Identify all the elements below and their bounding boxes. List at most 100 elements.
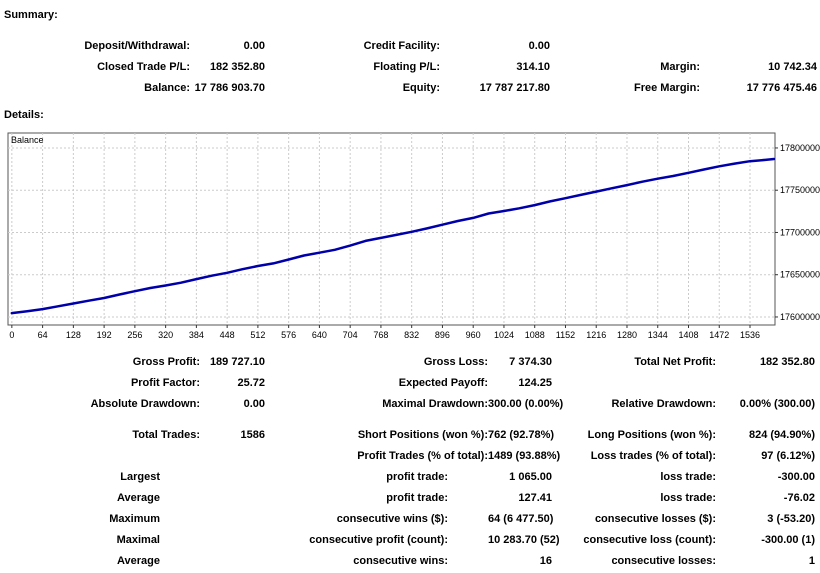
stat-value (700, 36, 817, 57)
stat-value: 0.00% (300.00) (739, 398, 815, 410)
balance-chart: 17600000 17650000 17700000 17750000 17800000… (0, 128, 820, 343)
svg-text:704: 704 (343, 330, 358, 340)
stat-value: 1 (808, 555, 815, 567)
svg-text:576: 576 (281, 330, 296, 340)
stat-label: loss trade: (660, 471, 716, 483)
summary-row: Closed Trade P/L: 182 352.80 Floating P/… (0, 57, 820, 78)
stat-value (200, 488, 265, 509)
svg-text:17650000: 17650000 (780, 270, 820, 280)
stat-label: consecutive losses ($): (594, 513, 716, 525)
svg-text:17600000: 17600000 (780, 312, 820, 322)
svg-text:192: 192 (97, 330, 112, 340)
stat-label: Total Net Profit: (634, 356, 716, 368)
stat-value (200, 446, 265, 467)
stat-value: 127.41 (518, 492, 552, 504)
stat-value: 0.00 (243, 40, 265, 52)
stat-value: 7 374.30 (509, 356, 552, 368)
stat-value: 3 (-53.20) (767, 513, 815, 525)
svg-text:1472: 1472 (709, 330, 729, 340)
details-row: Profit Factor: 25.72 Expected Payoff: 12… (0, 373, 820, 394)
details-table: Gross Profit: 189 727.10 Gross Loss: 7 3… (0, 352, 820, 572)
summary-heading: Summary: (4, 9, 58, 21)
stat-value: 0.00 (243, 398, 265, 410)
svg-text:384: 384 (189, 330, 204, 340)
stat-value: 25.72 (237, 377, 265, 389)
stat-label (0, 446, 200, 467)
summary-table: Deposit/Withdrawal: 0.00 Credit Facility… (0, 36, 820, 99)
stat-label: loss trade: (660, 492, 716, 504)
stat-value (716, 373, 815, 394)
stat-value: 1 065.00 (509, 471, 552, 483)
stat-value: 0.00 (528, 40, 550, 52)
stat-label: Total Trades: (132, 429, 200, 441)
stat-label: Maximum (109, 513, 160, 525)
stat-value: 124.25 (518, 377, 552, 389)
svg-text:1216: 1216 (586, 330, 606, 340)
svg-text:1152: 1152 (556, 330, 575, 340)
details-row: Absolute Drawdown: 0.00 Maximal Drawdown… (0, 394, 820, 415)
svg-text:768: 768 (373, 330, 388, 340)
stat-label: Expected Payoff: (398, 377, 488, 389)
details-row: Maximum consecutive wins ($): 64 (6 477.… (0, 509, 820, 530)
summary-row: Balance: 17 786 903.70 Equity: 17 787 21… (0, 78, 820, 99)
details-heading: Details: (4, 109, 44, 121)
stat-label: consecutive profit (count): (309, 534, 448, 546)
details-row: Maximal consecutive profit (count): 10 2… (0, 530, 820, 551)
stat-label: Deposit/Withdrawal: (84, 40, 190, 52)
balance-chart-canvas: 17600000 17650000 17700000 17750000 17800000… (7, 132, 820, 340)
stat-value: 10 283.70 (52) (488, 534, 560, 546)
stat-value: 182 352.80 (759, 356, 815, 368)
stat-label: Maximal (116, 534, 160, 546)
stat-label: Profit Trades (% of total): (357, 450, 488, 462)
svg-text:512: 512 (250, 330, 265, 340)
stat-label: Absolute Drawdown: (90, 398, 200, 410)
stat-label: Credit Facility: (363, 40, 440, 52)
svg-text:17800000: 17800000 (780, 143, 820, 153)
svg-text:1408: 1408 (678, 330, 698, 340)
stat-label: Loss trades (% of total): (590, 450, 716, 462)
stat-value: 189 727.10 (209, 356, 265, 368)
svg-text:128: 128 (66, 330, 81, 340)
svg-text:1344: 1344 (648, 330, 668, 340)
stat-label: consecutive loss (count): (583, 534, 716, 546)
stat-label: Equity: (402, 82, 440, 94)
stat-value: 182 352.80 (209, 61, 265, 73)
stat-label (550, 36, 700, 57)
chart-series-label: Balance (11, 135, 44, 145)
stat-value (200, 509, 265, 530)
svg-text:64: 64 (38, 330, 48, 340)
details-row: Average consecutive wins: 16 consecutive… (0, 551, 820, 572)
stat-label: Average (116, 492, 160, 504)
stat-value: 97 (6.12%) (761, 450, 815, 462)
stat-label: consecutive losses: (611, 555, 716, 567)
stat-label: Margin: (660, 61, 700, 73)
stat-value (200, 467, 265, 488)
stat-label: Balance: (144, 82, 190, 94)
summary-row: Deposit/Withdrawal: 0.00 Credit Facility… (0, 36, 820, 57)
details-row: Gross Profit: 189 727.10 Gross Loss: 7 3… (0, 352, 820, 373)
stat-label: Gross Profit: (132, 356, 200, 368)
stat-label: consecutive wins: (353, 555, 448, 567)
stat-label: Closed Trade P/L: (97, 61, 190, 73)
stat-label: profit trade: (386, 492, 448, 504)
stat-label: Floating P/L: (373, 61, 440, 73)
stat-value: -300.00 (777, 471, 815, 483)
stat-label: Long Positions (won %): (587, 429, 716, 441)
stat-value: 64 (6 477.50) (488, 513, 554, 525)
svg-text:832: 832 (404, 330, 419, 340)
stat-value: -76.02 (783, 492, 815, 504)
details-row: Total Trades: 1586 Short Positions (won … (0, 425, 820, 446)
stat-value: 1489 (93.88%) (488, 450, 561, 462)
stat-label: Largest (120, 471, 160, 483)
stat-value: 17 776 475.46 (746, 82, 817, 94)
stat-value: 17 786 903.70 (194, 82, 265, 94)
stat-label (552, 373, 716, 394)
stat-value: 300.00 (0.00%) (488, 398, 564, 410)
stat-label: profit trade: (386, 471, 448, 483)
svg-text:1536: 1536 (740, 330, 760, 340)
stat-label: consecutive wins ($): (336, 513, 448, 525)
stat-value: 17 787 217.80 (479, 82, 550, 94)
svg-text:17750000: 17750000 (780, 185, 820, 195)
svg-text:17700000: 17700000 (780, 227, 820, 237)
stat-label: Short Positions (won %): (357, 429, 488, 441)
